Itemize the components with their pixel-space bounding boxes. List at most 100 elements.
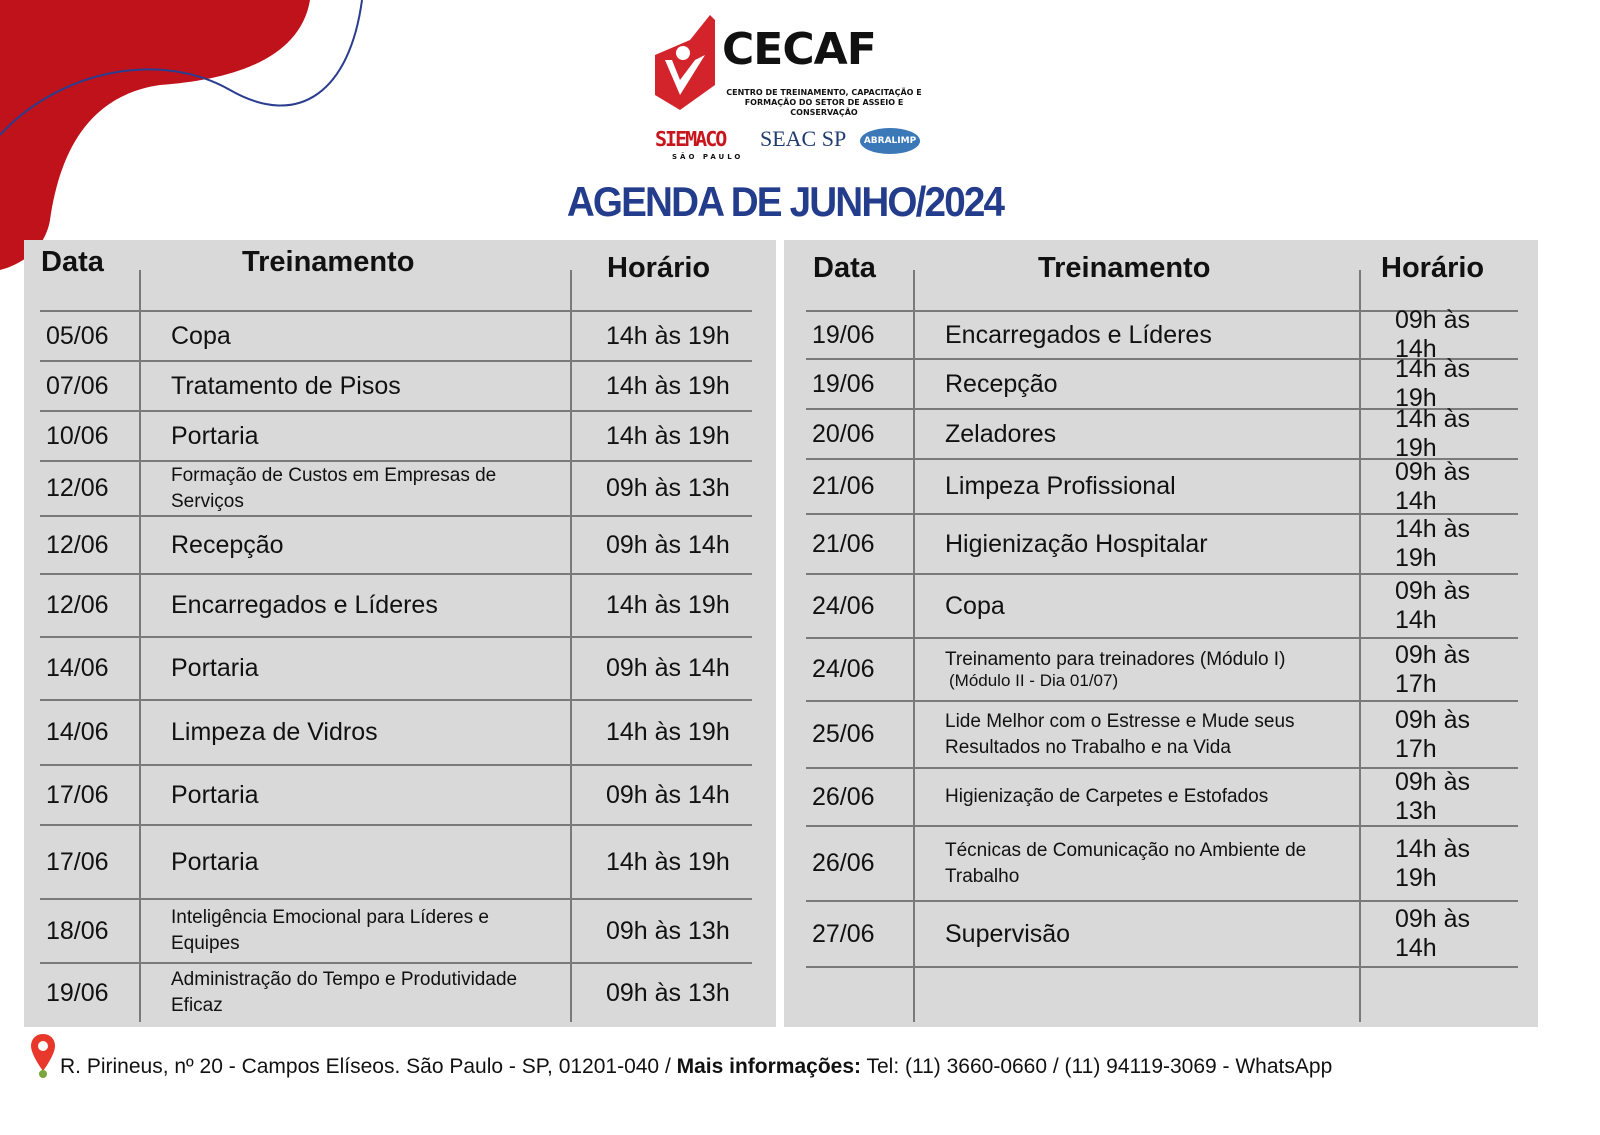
row-divider bbox=[40, 699, 752, 701]
logo-title: CECAF bbox=[722, 24, 877, 75]
date-text: 21/06 bbox=[812, 529, 875, 558]
date-text: 24/06 bbox=[812, 655, 875, 683]
header-training: Treinamento bbox=[242, 246, 415, 278]
time-text: 09h às 14h bbox=[1395, 905, 1471, 962]
cell-time: 09h às 14h bbox=[606, 766, 752, 824]
date-text: 12/06 bbox=[46, 591, 109, 619]
training-text: Encarregados e Líderes bbox=[945, 320, 1212, 349]
training-text: Treinamento para treinadores (Módulo I) bbox=[945, 648, 1286, 670]
time-text: 14h às 19h bbox=[1395, 355, 1471, 412]
time-text: 09h às 14h bbox=[606, 530, 730, 559]
time-text: 09h às 14h bbox=[606, 780, 730, 809]
date-text: 17/06 bbox=[46, 847, 109, 876]
cell-training: Treinamento para treinadores (Módulo I)(… bbox=[945, 639, 1347, 700]
cell-training: Técnicas de Comunicação no Ambiente de T… bbox=[945, 827, 1347, 900]
cell-time: 09h às 14h bbox=[606, 638, 752, 699]
cell-training: Portaria bbox=[171, 766, 558, 824]
date-text: 14/06 bbox=[46, 654, 109, 682]
cell-date: 05/06 bbox=[46, 312, 139, 360]
training-text: Recepção bbox=[171, 530, 284, 559]
cell-time: 09h às 14h bbox=[1395, 575, 1518, 637]
cell-training: Portaria bbox=[171, 412, 558, 460]
time-text: 14h às 19h bbox=[606, 847, 730, 876]
cell-training: Zeladores bbox=[945, 410, 1347, 458]
cell-training: Portaria bbox=[171, 638, 558, 699]
cell-date: 10/06 bbox=[46, 412, 139, 460]
cell-date: 21/06 bbox=[812, 515, 913, 573]
cell-time: 14h às 19h bbox=[606, 312, 752, 360]
row-divider bbox=[40, 410, 752, 412]
row-divider bbox=[806, 637, 1518, 639]
date-text: 26/06 bbox=[812, 782, 875, 811]
date-text: 26/06 bbox=[812, 849, 875, 877]
cell-date: 14/06 bbox=[46, 638, 139, 699]
cell-time: 14h às 19h bbox=[606, 412, 752, 460]
cell-time: 14h às 19h bbox=[606, 701, 752, 764]
cell-training: Supervisão bbox=[945, 902, 1347, 966]
time-text: 14h às 19h bbox=[606, 321, 730, 350]
footer-phone: Tel: (11) 3660-0660 / (11) 94119-3069 - … bbox=[861, 1055, 1333, 1078]
cell-time: 09h às 14h bbox=[1395, 458, 1518, 515]
row-divider bbox=[806, 900, 1518, 902]
row-divider bbox=[806, 767, 1518, 769]
row-divider bbox=[40, 636, 752, 638]
cell-date: 24/06 bbox=[812, 639, 913, 700]
row-divider bbox=[806, 513, 1518, 515]
row-divider bbox=[40, 962, 752, 964]
training-text: Supervisão bbox=[945, 919, 1071, 948]
cell-date: 19/06 bbox=[46, 964, 139, 1022]
cell-date: 17/06 bbox=[46, 766, 139, 824]
cell-time: 14h às 19h bbox=[606, 826, 752, 898]
time-text: 09h às 13h bbox=[1395, 768, 1471, 825]
cell-training: Higienização de Carpetes e Estofados bbox=[945, 769, 1347, 825]
date-text: 24/06 bbox=[812, 591, 875, 620]
cell-time bbox=[1395, 968, 1518, 1022]
cell-time: 14h às 19h bbox=[1395, 827, 1518, 900]
row-divider bbox=[40, 573, 752, 575]
cell-training: Recepção bbox=[945, 360, 1347, 408]
row-divider bbox=[40, 824, 752, 826]
cell-time: 09h às 13h bbox=[1395, 768, 1518, 825]
training-text: Zeladores bbox=[945, 419, 1057, 448]
seac-logo: SEAC SP bbox=[760, 126, 847, 151]
time-text: 14h às 19h bbox=[1395, 405, 1471, 462]
time-text: 09h às 17h bbox=[1395, 705, 1471, 763]
cell-training: Tratamento de Pisos bbox=[171, 362, 558, 410]
cell-date: 25/06 bbox=[812, 702, 913, 767]
cell-time: 09h às 14h bbox=[1395, 306, 1518, 363]
footer-address: R. Pirineus, nº 20 - Campos Elíseos. São… bbox=[60, 1055, 677, 1078]
date-text: 25/06 bbox=[812, 720, 875, 748]
time-text: 14h às 19h bbox=[1395, 515, 1471, 572]
row-divider bbox=[806, 310, 1518, 312]
cell-time: 09h às 17h bbox=[1395, 702, 1518, 767]
cell-date: 27/06 bbox=[812, 902, 913, 966]
abralimp-logo: ABRALIMP bbox=[860, 128, 920, 154]
cell-time: 09h às 14h bbox=[606, 517, 752, 573]
time-text: 14h às 19h bbox=[606, 591, 730, 619]
training-text: Copa bbox=[171, 321, 231, 350]
column-divider bbox=[913, 270, 915, 1022]
cell-date: 17/06 bbox=[46, 826, 139, 898]
cell-date: 21/06 bbox=[812, 460, 913, 513]
training-text: Recepção bbox=[945, 369, 1058, 398]
date-text: 27/06 bbox=[812, 919, 875, 948]
cell-training: Higienização Hospitalar bbox=[945, 515, 1347, 573]
cell-time: 14h às 19h bbox=[606, 575, 752, 636]
date-text: 19/06 bbox=[812, 369, 875, 398]
training-text: Lide Melhor com o Estresse e Mude seus R… bbox=[945, 710, 1295, 758]
time-text: 14h às 19h bbox=[1395, 834, 1471, 892]
cecaf-logo-icon bbox=[655, 15, 715, 110]
time-text: 09h às 13h bbox=[606, 916, 730, 945]
cell-time: 09h às 17h bbox=[1395, 639, 1518, 700]
row-divider bbox=[40, 460, 752, 462]
time-text: 14h às 19h bbox=[606, 718, 730, 746]
cell-time: 09h às 13h bbox=[606, 964, 752, 1022]
training-text: Copa bbox=[945, 591, 1005, 620]
cell-training: Encarregados e Líderes bbox=[171, 575, 558, 636]
cell-date: 12/06 bbox=[46, 462, 139, 515]
cell-time: 09h às 13h bbox=[606, 462, 752, 515]
cell-date: 12/06 bbox=[46, 517, 139, 573]
column-divider bbox=[139, 270, 141, 1022]
header-date: Data bbox=[41, 246, 104, 278]
training-text: Encarregados e Líderes bbox=[171, 591, 438, 619]
